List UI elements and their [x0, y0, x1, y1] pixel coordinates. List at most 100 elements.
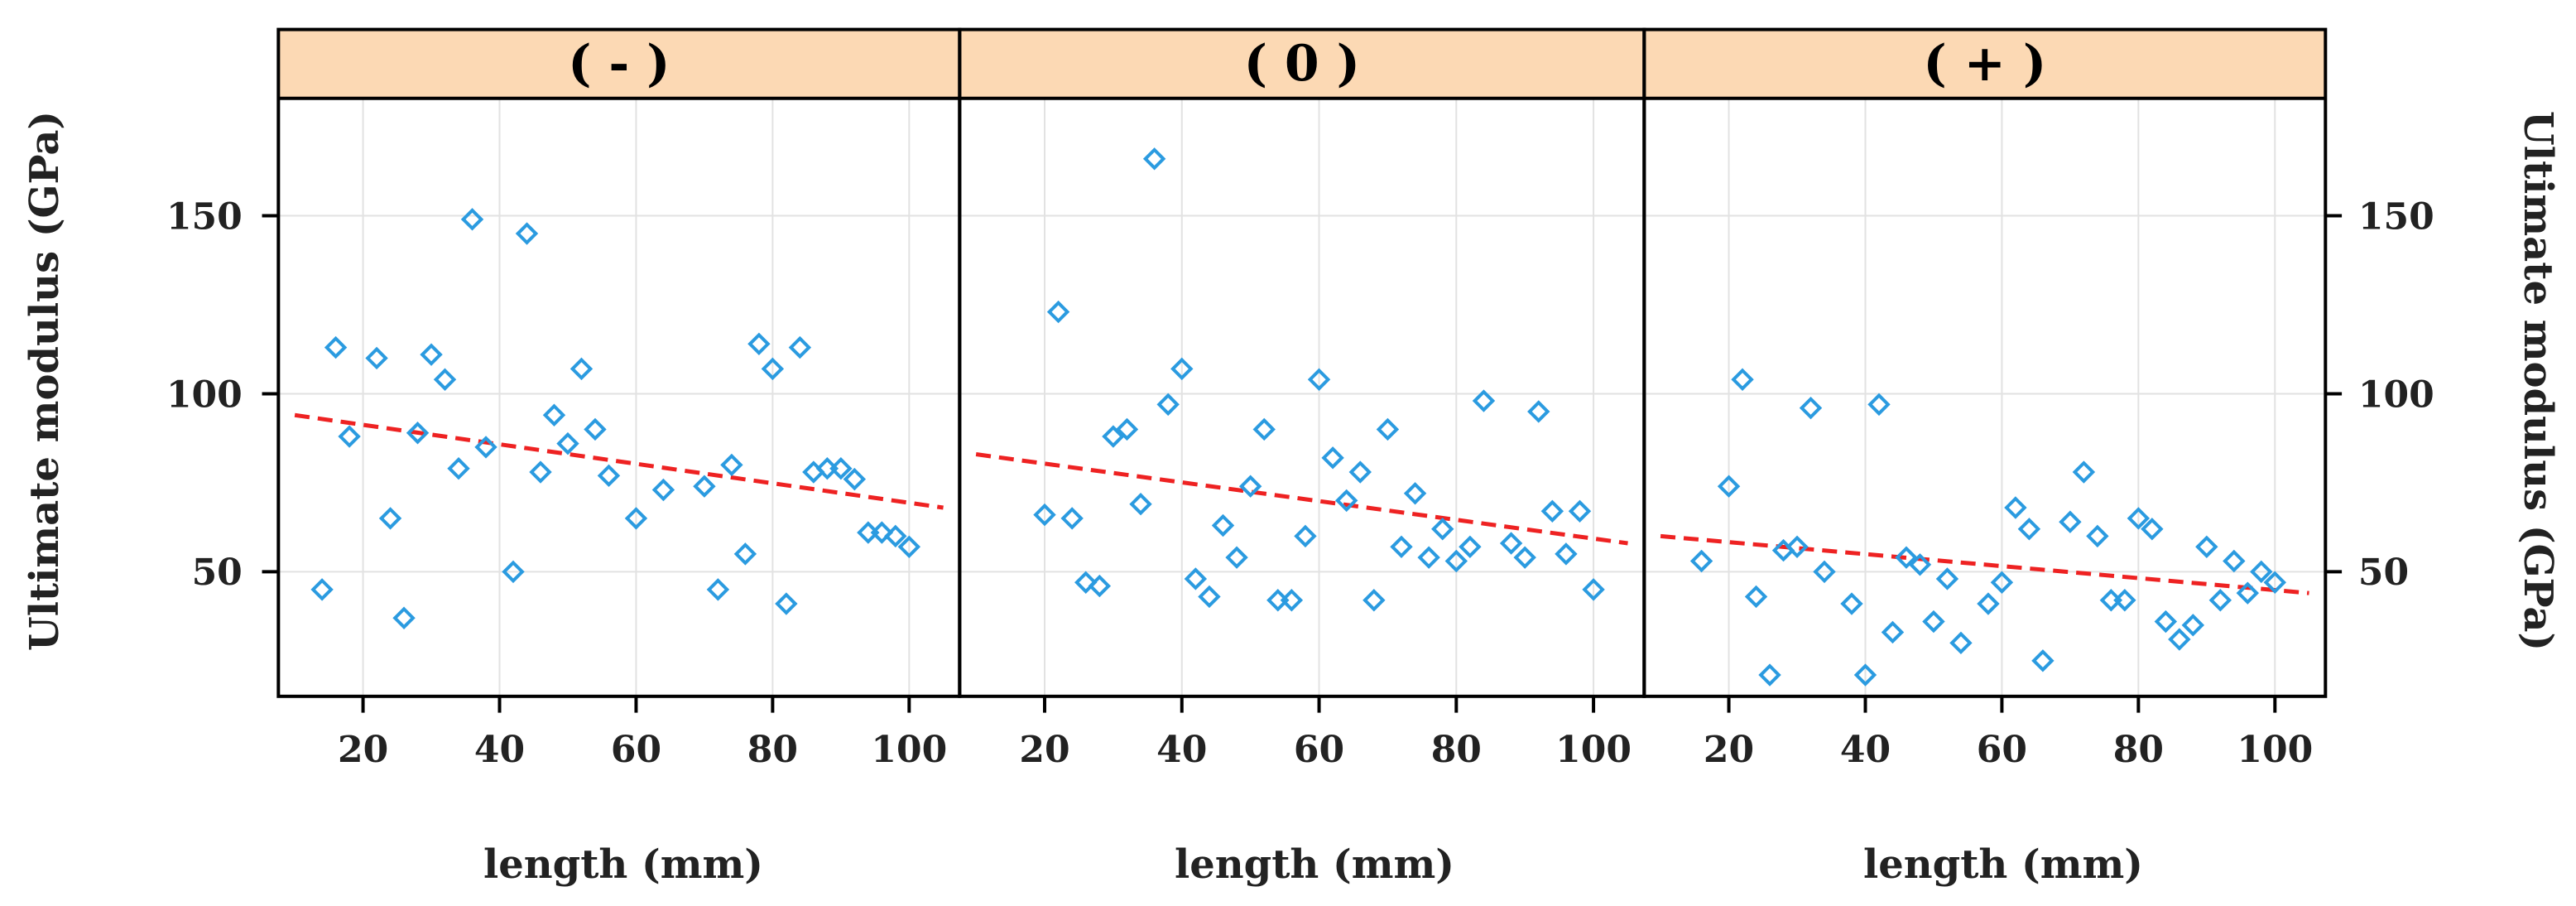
x-axis-label-panel-3: length (mm): [1863, 841, 2143, 888]
y-axis-label-right: Ultimate modulus (GPa): [2515, 111, 2561, 651]
x-tick-label: 20: [338, 729, 388, 771]
x-tick-label: 60: [611, 729, 661, 771]
data-point: [747, 332, 771, 355]
y-tick-label-right: 100: [2358, 373, 2434, 416]
data-point: [474, 436, 497, 459]
data-point: [1129, 492, 1152, 516]
data-point: [1840, 592, 1863, 615]
data-point: [2208, 589, 2232, 612]
data-point: [1115, 417, 1139, 441]
data-point: [1867, 393, 1891, 417]
data-point: [1252, 417, 1276, 441]
data-point: [1881, 620, 1905, 644]
data-point: [2059, 510, 2082, 533]
data-point: [1307, 368, 1331, 391]
data-point: [1513, 546, 1536, 569]
data-point: [324, 335, 348, 359]
data-point: [2113, 589, 2136, 612]
data-point: [1321, 446, 1344, 470]
data-point: [1376, 417, 1400, 441]
panel-frame: [1642, 27, 2328, 698]
data-point: [1949, 631, 1973, 655]
x-tick-label: 40: [474, 729, 525, 771]
x-tick-label: 60: [1294, 729, 1344, 771]
data-point: [1990, 571, 2014, 594]
data-point: [2031, 649, 2055, 672]
data-point: [1499, 532, 1523, 555]
data-point: [1853, 663, 1877, 687]
data-point: [761, 357, 785, 381]
y-tick-label-left: 100: [166, 373, 243, 416]
x-axis-label-panel-1: length (mm): [483, 841, 763, 888]
x-tick-label: 100: [871, 729, 947, 771]
data-point: [1088, 574, 1112, 598]
data-point: [1785, 535, 1809, 558]
trend-layer: [294, 412, 2309, 595]
data-point: [1348, 460, 1372, 484]
data-point: [2127, 507, 2151, 530]
trend-line: [975, 452, 1628, 546]
data-point: [1527, 400, 1550, 423]
data-point: [502, 560, 525, 584]
data-point: [2250, 560, 2273, 584]
data-point: [556, 431, 579, 455]
data-point: [1431, 518, 1454, 541]
data-point: [843, 467, 867, 491]
data-point: [884, 524, 907, 548]
data-point: [570, 357, 594, 381]
data-point: [1417, 546, 1440, 569]
data-point: [1540, 499, 1564, 523]
ticks-layer: 20 40 60 80 100 20 40 60 80 100 20 40 60 80 100 50 50 100…: [166, 195, 2434, 771]
grid-layer: [278, 98, 2326, 696]
panel-strip: [278, 29, 960, 99]
data-point: [1046, 300, 1070, 324]
data-point: [1977, 592, 2000, 615]
data-point: [1922, 610, 1945, 634]
data-point: [1334, 489, 1358, 513]
trend-line: [1660, 533, 2309, 595]
data-point: [1444, 549, 1468, 573]
data-point: [1689, 549, 1713, 573]
data-point: [2072, 460, 2096, 484]
frame-layer: [276, 27, 2328, 698]
data-point: [1758, 663, 1781, 687]
data-point: [542, 403, 566, 426]
data-point: [1908, 553, 1932, 576]
data-point: [1225, 546, 1248, 569]
panel-frame: [958, 27, 1646, 698]
data-point: [2263, 571, 2286, 594]
x-tick-label: 40: [1840, 729, 1891, 771]
x-tick-label: 80: [1431, 729, 1482, 771]
x-tick-label: 100: [2237, 729, 2313, 771]
data-point: [1895, 546, 1918, 569]
data-point: [392, 606, 416, 629]
data-point: [693, 475, 716, 498]
data-point: [515, 222, 539, 245]
panel-label: ( + ): [1923, 35, 2046, 93]
y-tick-label-left: 50: [192, 552, 243, 594]
data-point: [733, 542, 757, 566]
data-point: [310, 578, 334, 601]
data-point: [1102, 425, 1125, 448]
data-point: [529, 460, 552, 484]
data-point: [1813, 560, 1836, 584]
data-point: [1717, 475, 1741, 498]
data-point: [365, 346, 388, 370]
data-point: [378, 507, 402, 530]
data-point: [2004, 496, 2027, 519]
data-point: [897, 535, 921, 558]
data-point: [1211, 513, 1235, 537]
x-tick-label: 80: [747, 729, 798, 771]
data-point: [1170, 357, 1194, 381]
data-point: [2141, 518, 2164, 541]
data-point: [1731, 368, 1754, 391]
data-point: [706, 578, 730, 601]
x-tick-label: 40: [1156, 729, 1207, 771]
strip-layer: ( - ) ( 0 ) ( + ): [278, 29, 2326, 99]
data-point: [1142, 147, 1166, 171]
data-point: [2181, 614, 2205, 637]
data-point: [2168, 628, 2191, 651]
data-point: [651, 478, 675, 502]
data-point: [624, 507, 648, 530]
data-point: [420, 343, 443, 366]
